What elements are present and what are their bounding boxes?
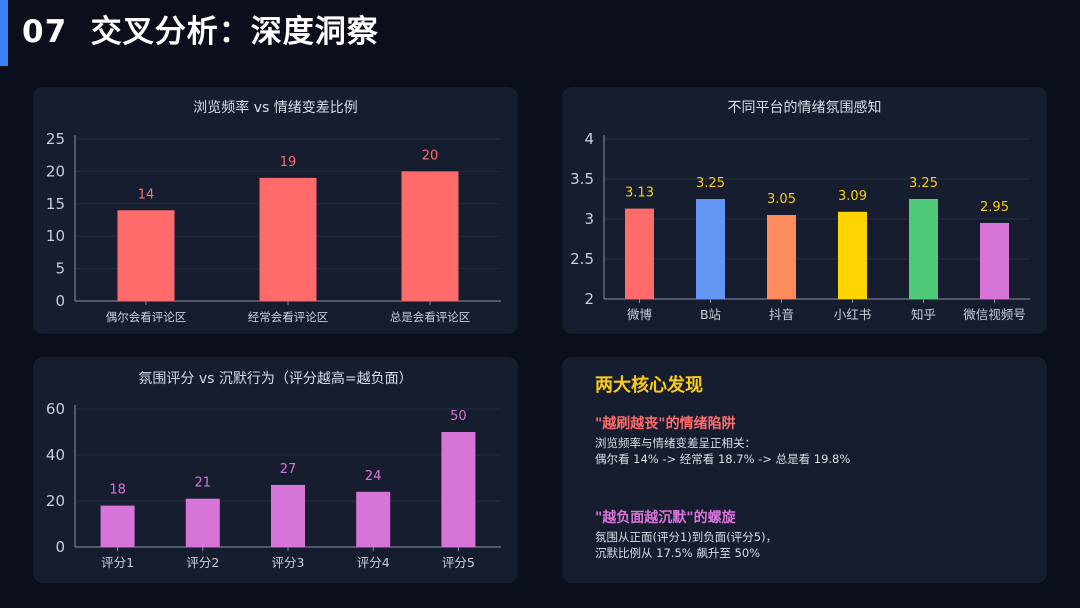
y-tick-label: 20 bbox=[46, 162, 65, 180]
x-tick-label: 小红书 bbox=[834, 307, 872, 322]
chart-panel-browse-frequency: 浏览频率 vs 情绪变差比例 0 5 10 15 20 25 14 偶尔会看评论区 19 经常会看… bbox=[33, 87, 518, 334]
chart-panel-platform-mood: 不同平台的情绪氛围感知 2 2.5 3 3.5 4 3.13 微博 3.25 B站 3.05 抖音 3… bbox=[562, 87, 1047, 334]
x-tick-label: 知乎 bbox=[911, 307, 936, 322]
x-tick-label: 评分5 bbox=[442, 555, 475, 570]
y-tick-label: 2 bbox=[584, 290, 594, 308]
x-tick-label: 评分4 bbox=[357, 555, 390, 570]
bar bbox=[401, 171, 459, 301]
bar bbox=[100, 505, 135, 547]
insights-panel: 两大核心发现 "越刷越丧"的情绪陷阱 浏览频率与情绪变差呈正相关： 偶尔看 14… bbox=[562, 357, 1047, 583]
y-tick-label: 10 bbox=[46, 227, 65, 245]
x-tick-label: 评分1 bbox=[101, 555, 134, 570]
y-tick-label: 3 bbox=[584, 210, 594, 228]
y-tick-label: 15 bbox=[46, 195, 65, 213]
insights-heading: 两大核心发现 bbox=[595, 375, 703, 396]
insight-item: "越负面越沉默"的螺旋 氛围从正面(评分1)到负面(评分5)， 沉默比例从 17… bbox=[595, 507, 1035, 561]
x-tick-label: 评分2 bbox=[186, 555, 219, 570]
data-label: 20 bbox=[422, 148, 439, 163]
data-label: 50 bbox=[450, 409, 467, 424]
y-tick-label: 2.5 bbox=[570, 250, 594, 268]
data-label: 27 bbox=[280, 462, 297, 477]
x-tick-label: 经常会看评论区 bbox=[248, 310, 329, 324]
y-tick-label: 20 bbox=[46, 492, 65, 510]
data-label: 18 bbox=[109, 483, 126, 498]
bar-chart-browse-frequency: 0 5 10 15 20 25 14 偶尔会看评论区 19 经常会看评论区 20 总是会看评论区 bbox=[46, 130, 501, 324]
x-tick-label: 总是会看评论区 bbox=[390, 310, 471, 324]
bar bbox=[696, 199, 725, 299]
page-title-text: 交叉分析：深度洞察 bbox=[90, 14, 379, 50]
data-label: 14 bbox=[138, 187, 155, 202]
data-label: 3.13 bbox=[625, 186, 654, 201]
bar bbox=[271, 484, 305, 547]
bar bbox=[980, 223, 1009, 299]
data-label: 3.05 bbox=[767, 192, 796, 207]
data-label: 3.25 bbox=[696, 176, 725, 191]
page-number: 07 bbox=[22, 14, 68, 50]
data-label: 19 bbox=[280, 155, 297, 170]
x-tick-label: 微信视频号 bbox=[963, 307, 1026, 322]
bar bbox=[625, 208, 654, 299]
y-tick-label: 3.5 bbox=[570, 170, 594, 188]
chart-title: 浏览频率 vs 情绪变差比例 bbox=[193, 100, 358, 116]
bar bbox=[441, 432, 476, 547]
bar bbox=[259, 177, 317, 301]
data-label: 3.09 bbox=[838, 189, 867, 204]
accent-bar bbox=[0, 0, 8, 66]
page-title: 07 交叉分析：深度洞察 bbox=[22, 6, 379, 51]
data-label: 3.25 bbox=[909, 176, 938, 191]
insight-item: "越刷越丧"的情绪陷阱 浏览频率与情绪变差呈正相关： 偶尔看 14% -> 经常… bbox=[595, 413, 1035, 467]
bar bbox=[356, 491, 391, 547]
x-tick-label: 偶尔会看评论区 bbox=[106, 310, 187, 324]
insight-title: "越负面越沉默"的螺旋 bbox=[595, 510, 736, 526]
insight-line: 偶尔看 14% -> 经常看 18.7% -> 总是看 19.8% bbox=[595, 452, 851, 466]
y-tick-label: 60 bbox=[46, 400, 65, 418]
y-tick-label: 0 bbox=[55, 292, 65, 310]
bar-chart-silence-behavior: 0 20 40 60 18 评分1 21 评分2 27 评分3 24 评分4 50 评分5 bbox=[46, 400, 501, 570]
bar bbox=[909, 199, 938, 299]
bar bbox=[185, 498, 220, 547]
y-tick-label: 25 bbox=[46, 130, 65, 148]
bar bbox=[767, 215, 796, 299]
data-label: 24 bbox=[365, 469, 382, 484]
chart-title: 不同平台的情绪氛围感知 bbox=[727, 100, 882, 116]
bar-chart-platform-mood: 2 2.5 3 3.5 4 3.13 微博 3.25 B站 3.05 抖音 3.09 小红书 3.25 知乎… bbox=[570, 130, 1030, 322]
y-tick-label: 0 bbox=[55, 538, 65, 556]
insight-line: 氛围从正面(评分1)到负面(评分5)， bbox=[595, 530, 778, 544]
bar bbox=[117, 210, 175, 301]
insight-line: 浏览频率与情绪变差呈正相关： bbox=[595, 436, 756, 450]
insight-line: 沉默比例从 17.5% 飙升至 50% bbox=[595, 546, 761, 560]
y-tick-label: 5 bbox=[55, 260, 65, 278]
y-tick-label: 40 bbox=[46, 446, 65, 464]
x-tick-label: 抖音 bbox=[769, 307, 794, 322]
x-tick-label: B站 bbox=[700, 307, 721, 322]
insight-title: "越刷越丧"的情绪陷阱 bbox=[595, 416, 736, 432]
chart-title: 氛围评分 vs 沉默行为（评分越高=越负面） bbox=[138, 371, 413, 387]
x-tick-label: 微博 bbox=[627, 307, 653, 322]
data-label: 2.95 bbox=[980, 200, 1009, 215]
bar bbox=[838, 211, 867, 299]
chart-panel-silence-behavior: 氛围评分 vs 沉默行为（评分越高=越负面） 0 20 40 60 18 评分1 21 评分2… bbox=[33, 357, 518, 583]
y-tick-label: 4 bbox=[584, 130, 594, 148]
data-label: 21 bbox=[195, 476, 212, 491]
x-tick-label: 评分3 bbox=[272, 555, 305, 570]
